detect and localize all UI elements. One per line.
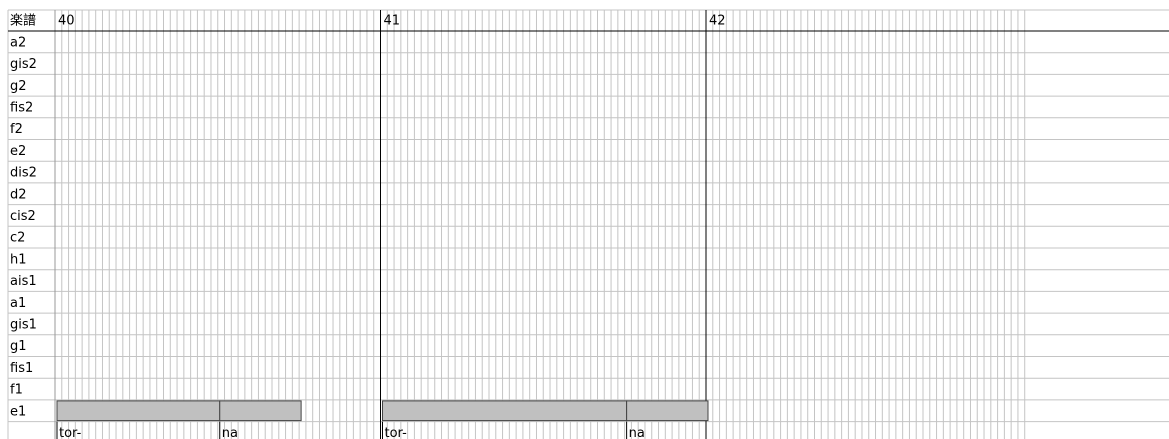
pitch-label: e1 xyxy=(10,404,26,419)
pitch-label: g2 xyxy=(10,79,27,94)
note xyxy=(219,400,302,422)
measure-number: 42 xyxy=(709,14,726,29)
pitch-label: gis2 xyxy=(10,57,37,72)
pitch-label: dis2 xyxy=(10,166,37,181)
pitch-label: c2 xyxy=(10,231,25,246)
header-label: 楽譜 xyxy=(10,13,36,29)
pitch-label: a2 xyxy=(10,35,26,50)
lyric: na xyxy=(629,426,645,439)
pitch-label: f1 xyxy=(10,383,23,398)
pitch-label: a1 xyxy=(10,296,26,311)
measure-number: 41 xyxy=(384,14,401,29)
pitch-label: f2 xyxy=(10,122,23,137)
lyric: tor- xyxy=(385,426,408,439)
lyric: na xyxy=(222,426,238,439)
note xyxy=(626,400,709,422)
pitch-label: d2 xyxy=(10,187,27,202)
pitch-label: g1 xyxy=(10,339,27,354)
lyric: tor- xyxy=(59,426,82,439)
pitch-label: gis1 xyxy=(10,317,37,332)
pitch-label: fis2 xyxy=(10,100,33,115)
measure-number: 40 xyxy=(58,14,75,29)
pitch-label: e2 xyxy=(10,144,26,159)
pitch-label: fis1 xyxy=(10,361,33,376)
note xyxy=(382,400,628,422)
pitch-label: h1 xyxy=(10,252,27,267)
note xyxy=(56,400,221,422)
pitch-label: cis2 xyxy=(10,209,36,224)
pitch-label: ais1 xyxy=(10,274,37,289)
